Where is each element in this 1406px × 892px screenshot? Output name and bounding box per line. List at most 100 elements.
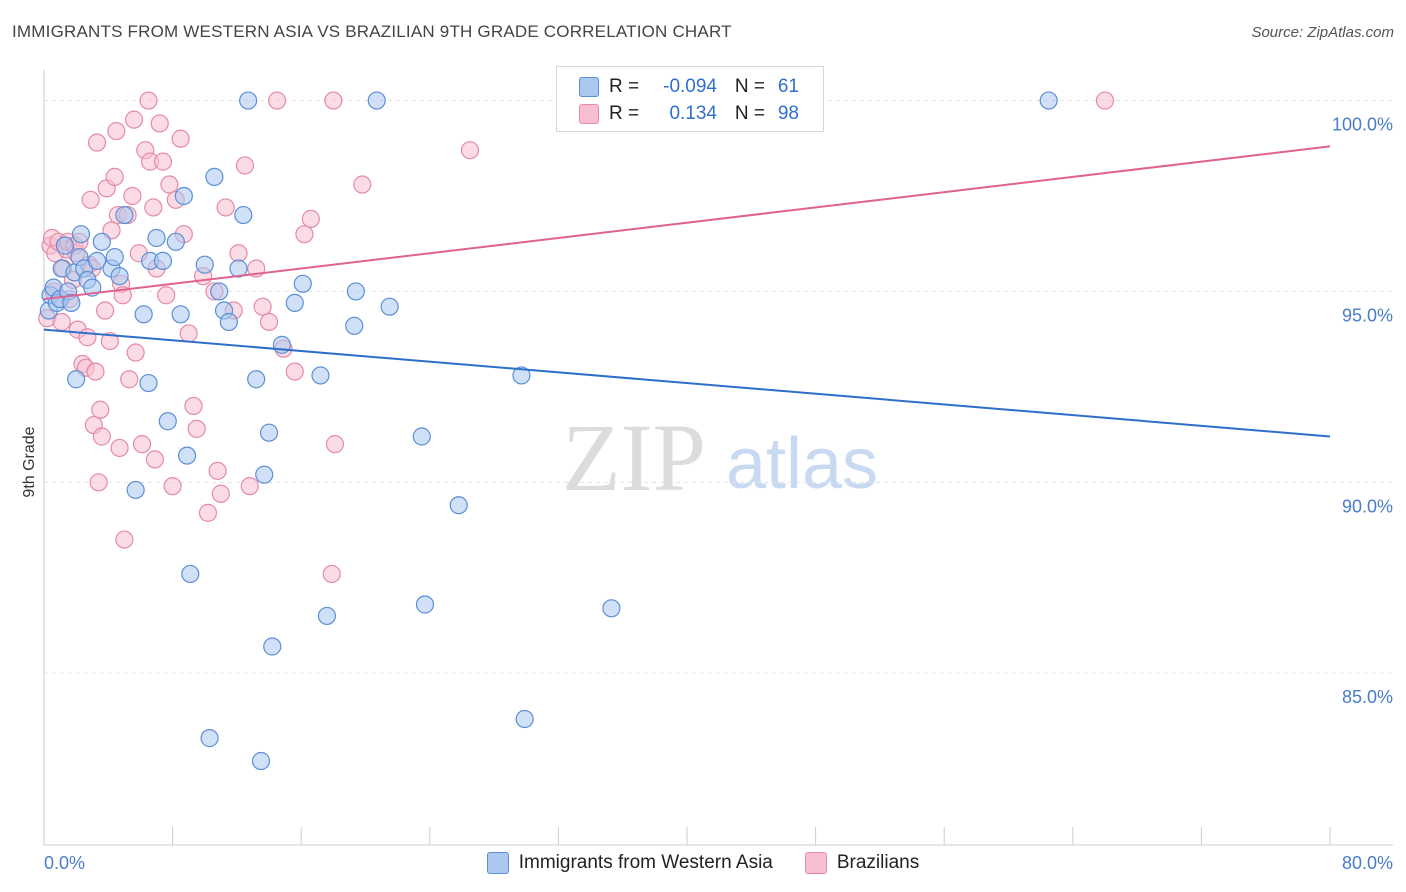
brazilians-point — [123, 186, 142, 206]
legend-n-value: 61 — [777, 76, 799, 97]
western-asia-point — [367, 91, 386, 110]
brazilians-point — [107, 121, 126, 141]
western-asia-point — [200, 729, 219, 748]
brazilians-point — [322, 564, 341, 584]
western-asia-point — [346, 282, 365, 301]
pink-swatch — [579, 104, 599, 124]
brazilians-point — [208, 461, 227, 480]
western-asia-point — [71, 225, 91, 244]
western-asia-point — [293, 274, 312, 293]
y-tick-label: 90.0% — [1342, 496, 1393, 516]
brazilians-point — [78, 328, 97, 347]
correlation-legend: R = -0.094 N = 61 R = 0.134 N = 98 — [556, 66, 824, 132]
western-asia-point — [255, 465, 274, 484]
brazilians-point — [150, 114, 169, 133]
western-asia-point — [177, 446, 197, 465]
brazilians-point — [100, 331, 120, 351]
brazilians-point — [171, 129, 190, 148]
legend-item-label: Immigrants from Western Asia — [518, 852, 773, 873]
western-asia-point — [147, 228, 166, 248]
brazilians-point — [81, 190, 100, 209]
legend-row-brazilians: R = 0.134 N = 98 — [579, 101, 799, 127]
brazilians-point — [301, 209, 320, 228]
brazilians-point — [295, 225, 314, 244]
western-asia-point — [115, 205, 134, 225]
brazilians-point — [253, 297, 272, 316]
watermark-atlas: atlas — [726, 424, 878, 504]
watermark-zip: ZIP — [562, 404, 706, 511]
western-asia-point — [181, 564, 200, 584]
y-tick-label: 85.0% — [1342, 687, 1393, 707]
brazilians-point — [87, 133, 107, 152]
western-asia-points — [39, 91, 1058, 771]
legend-item-brazilians: Brazilians — [804, 852, 919, 874]
brazilians-point — [229, 244, 248, 263]
western-asia-point — [158, 412, 177, 431]
brazilians-point — [91, 400, 110, 419]
legend-r-value: 0.134 — [669, 103, 717, 124]
series-legend: Immigrants from Western Asia Brazilians — [0, 852, 1406, 874]
western-asia-point — [166, 232, 185, 251]
western-asia-point — [317, 606, 337, 626]
y-tick-label: 100.0% — [1332, 115, 1393, 135]
western-asia-point — [105, 247, 124, 267]
x-tick-label: 0.0% — [44, 853, 85, 873]
brazilians-point — [157, 286, 176, 305]
western-asia-point — [174, 186, 193, 206]
western-asia-trend-line — [43, 328, 1331, 438]
western-asia-point — [171, 305, 190, 324]
western-asia-point — [195, 255, 214, 274]
brazilians-point — [126, 343, 145, 362]
western-asia-point — [126, 480, 145, 500]
western-asia-point — [92, 232, 111, 251]
western-asia-point — [229, 259, 248, 278]
western-asia-point — [311, 366, 330, 385]
western-asia-point — [259, 423, 279, 442]
western-asia-point — [153, 251, 173, 270]
brazilians-point — [115, 530, 134, 549]
brazilians-point — [179, 324, 198, 343]
western-asia-point — [412, 427, 431, 446]
western-asia-point — [234, 205, 253, 225]
western-asia-point — [263, 637, 282, 656]
western-asia-point — [345, 316, 364, 335]
trend-lines — [43, 145, 1331, 438]
brazilians-point — [353, 175, 372, 194]
brazilians-point — [184, 396, 203, 416]
brazilians-point — [198, 503, 218, 522]
legend-r-value: -0.094 — [663, 76, 717, 97]
legend-item-western-asia: Immigrants from Western Asia — [486, 852, 773, 874]
chart-title: IMMIGRANTS FROM WESTERN ASIA VS BRAZILIA… — [12, 22, 732, 41]
western-asia-point — [449, 496, 468, 515]
western-asia-point — [205, 167, 224, 186]
brazilians-trend-line — [43, 145, 1331, 301]
western-asia-point — [285, 293, 304, 312]
brazilians-point — [259, 312, 279, 332]
brazilians-point — [211, 484, 230, 503]
brazilians-point — [132, 435, 152, 454]
brazilians-point — [325, 435, 345, 454]
y-axis-title: 9th Grade — [21, 426, 38, 497]
western-asia-point — [1039, 91, 1058, 110]
brazilians-point — [86, 362, 105, 381]
blue-swatch — [579, 77, 599, 97]
brazilians-point — [153, 152, 173, 171]
western-asia-point — [239, 91, 258, 110]
western-asia-point — [62, 293, 81, 312]
western-asia-point — [515, 709, 534, 729]
legend-n-value: 98 — [777, 103, 799, 124]
blue-swatch — [486, 852, 509, 874]
brazilians-point — [95, 301, 115, 320]
western-asia-point — [110, 267, 129, 286]
western-asia-point — [139, 373, 158, 393]
western-asia-point — [251, 751, 271, 771]
brazilians-point — [124, 110, 144, 129]
brazilians-point — [235, 156, 255, 175]
brazilians-point — [145, 450, 165, 469]
brazilians-point — [216, 198, 235, 217]
brazilians-point — [240, 477, 259, 496]
brazilians-point — [89, 473, 108, 492]
legend-n-label: N = — [734, 76, 765, 97]
western-asia-point — [134, 305, 153, 324]
